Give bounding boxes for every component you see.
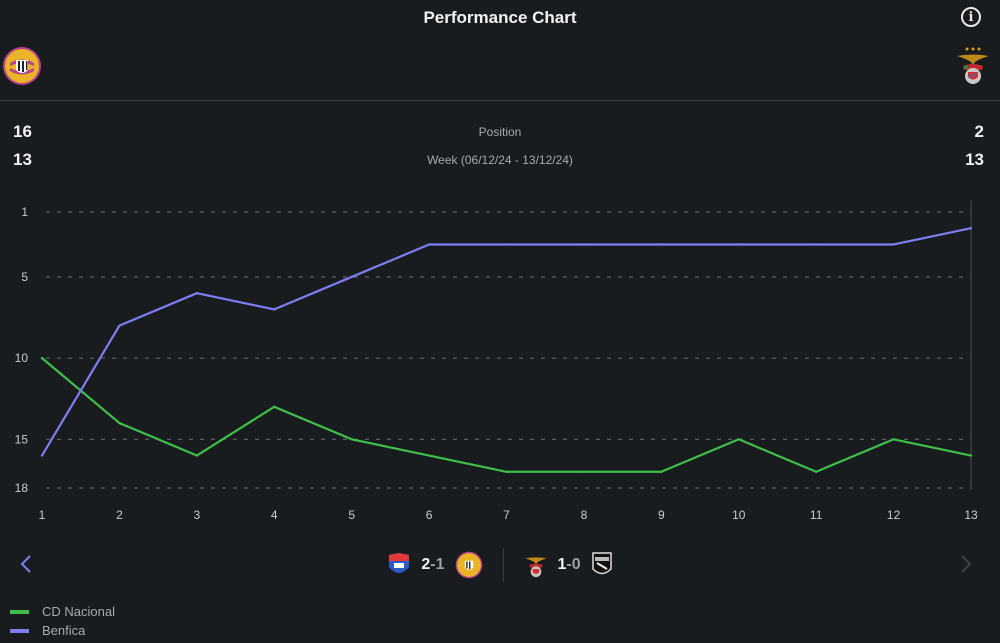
benfica-crest-icon [524,557,547,577]
away-week: 13 [965,150,984,169]
header-divider [0,100,1000,101]
gil-vicente-crest-icon [389,553,410,573]
next-button[interactable] [958,553,974,581]
data-point [505,243,508,246]
data-point [505,470,508,473]
match-1-score[interactable]: 2-1 [421,556,445,573]
legend-item-home[interactable]: CD Nacional [10,602,115,621]
legend-label-away: Benfica [42,623,86,638]
series-line-benfica [41,227,972,457]
chart-legend: CD Nacional Benfica [10,602,115,640]
data-point [814,470,818,473]
data-point [273,405,276,409]
x-tick-label: 10 [732,508,746,522]
x-tick-label: 3 [193,508,200,522]
prev-button[interactable] [18,553,34,581]
match-separator [502,548,504,582]
y-tick-label: 18 [15,481,29,495]
benfica-crest-icon [957,47,989,84]
x-tick-label: 1 [39,508,46,522]
data-point [195,454,199,457]
x-tick-label: 13 [964,508,978,522]
data-point [582,243,586,246]
x-tick-label: 2 [116,508,123,522]
x-tick-label: 6 [426,508,433,522]
data-point [969,454,973,457]
legend-label-home: CD Nacional [42,604,115,619]
data-point [40,454,44,457]
away-position: 2 [974,122,984,141]
y-tick-label: 5 [21,270,28,284]
home-position: 16 [13,122,32,141]
data-point [118,324,121,327]
x-tick-label: 8 [581,508,588,522]
data-point [118,421,121,425]
vitoria-guimaraes-crest-icon [591,552,612,575]
data-point [350,275,353,279]
match-2-score[interactable]: 1-0 [557,556,581,573]
series-line-cd-nacional [41,357,972,473]
chevron-right-icon [961,555,972,573]
y-tick-label: 1 [21,205,28,219]
data-point [427,454,431,457]
cd-nacional-crest-icon [3,47,41,85]
y-tick-label: 10 [15,351,29,365]
legend-item-away[interactable]: Benfica [10,621,115,640]
data-point [660,243,663,246]
x-tick-label: 7 [503,508,510,522]
x-tick-label: 4 [271,508,278,522]
y-tick-label: 15 [15,432,29,446]
home-week: 13 [13,150,32,169]
x-tick-label: 12 [887,508,901,522]
page-title: Performance Chart [423,8,577,27]
data-point [40,356,44,360]
legend-swatch-away [10,628,29,633]
x-tick-label: 9 [658,508,665,522]
data-point [737,438,740,441]
data-point [892,438,895,441]
match-results: 2-1 1-0 [360,548,640,582]
data-point [969,227,973,230]
data-point [427,243,431,246]
info-icon[interactable]: i [961,7,981,27]
data-point [582,470,586,473]
x-tick-label: 11 [810,508,823,522]
position-label: Position [478,125,522,139]
legend-swatch-home [10,609,29,614]
cd-nacional-crest-icon [455,551,482,579]
data-point [195,291,199,295]
data-point [350,438,353,441]
x-tick-label: 5 [348,508,355,522]
data-point [737,243,740,246]
data-point [660,470,663,473]
data-point [273,308,276,311]
data-point [892,243,895,246]
data-point [814,243,818,246]
week-label: Week (06/12/24 - 13/12/24) [427,153,573,167]
chevron-left-icon [20,555,31,573]
